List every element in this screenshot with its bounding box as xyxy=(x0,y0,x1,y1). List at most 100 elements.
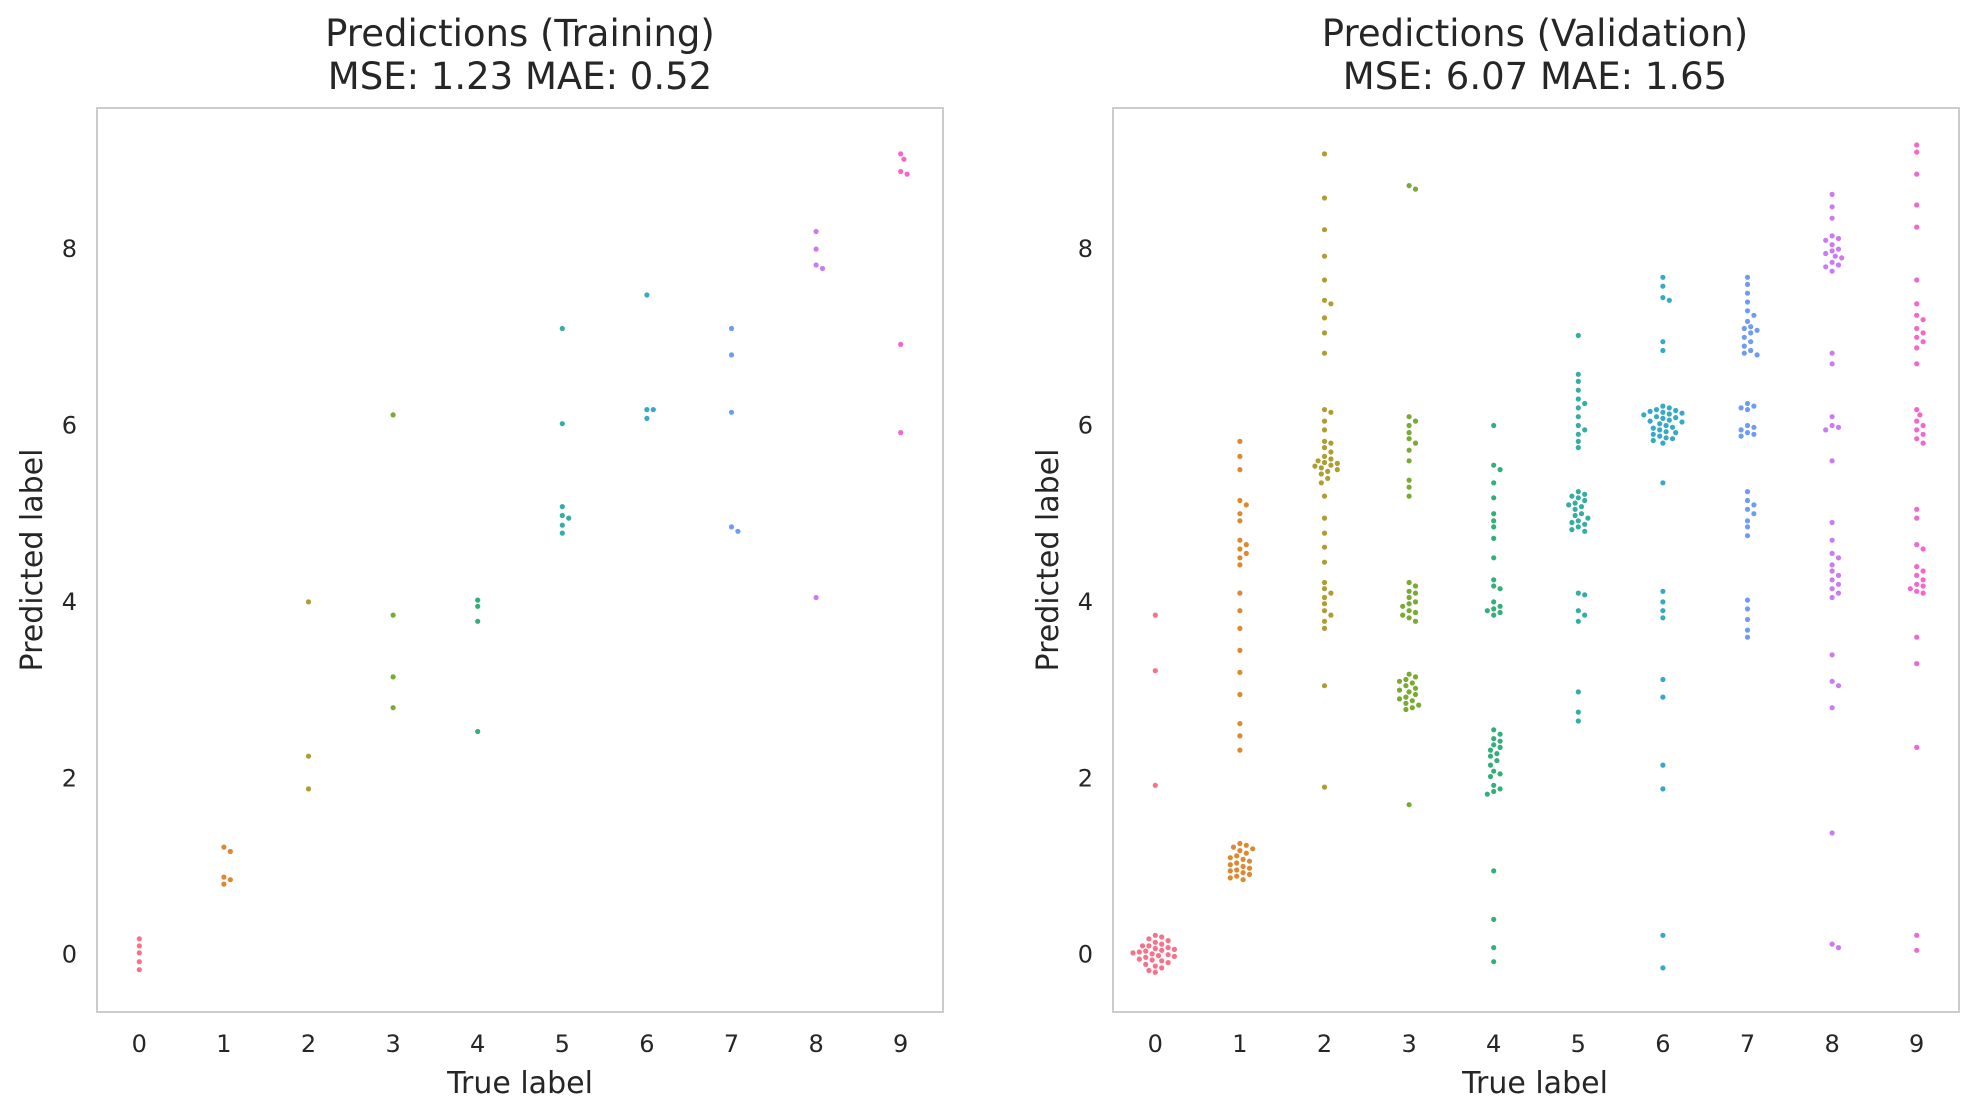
validation-data-point xyxy=(1754,352,1760,358)
validation-data-point xyxy=(1312,463,1318,469)
validation-x-tick-label: 3 xyxy=(1401,1030,1416,1058)
validation-data-point xyxy=(1835,590,1842,596)
training-y-tick-label: 8 xyxy=(62,235,77,263)
validation-data-point xyxy=(1823,427,1829,433)
validation-data-point xyxy=(1829,458,1835,464)
validation-data-point xyxy=(1321,418,1328,424)
validation-chart-title: Predictions (Validation) xyxy=(1322,12,1748,55)
validation-x-tick-label: 0 xyxy=(1148,1030,1163,1058)
validation-data-point xyxy=(1829,586,1835,592)
validation-data-point xyxy=(1829,519,1835,526)
validation-data-point xyxy=(1748,330,1754,336)
validation-data-point xyxy=(1243,550,1249,557)
validation-x-tick-label: 5 xyxy=(1571,1030,1586,1058)
training-data-point xyxy=(227,848,233,855)
validation-data-point xyxy=(1321,277,1328,283)
validation-data-point xyxy=(1491,606,1497,612)
training-y-tick-label: 4 xyxy=(62,588,77,616)
validation-data-point xyxy=(1829,191,1835,197)
validation-data-point xyxy=(1673,407,1679,414)
validation-data-point xyxy=(1914,224,1920,230)
validation-data-point xyxy=(1227,862,1233,868)
validation-data-point xyxy=(1582,521,1588,527)
validation-data-point xyxy=(1491,583,1497,589)
validation-x-tick-label: 4 xyxy=(1486,1030,1501,1058)
validation-data-point xyxy=(1829,830,1835,836)
training-x-tick-label: 6 xyxy=(639,1030,654,1058)
validation-data-point xyxy=(1917,412,1923,418)
validation-data-point xyxy=(1136,949,1142,955)
validation-data-point xyxy=(1321,493,1328,499)
validation-data-point xyxy=(1237,691,1243,698)
training-data-point xyxy=(904,171,910,177)
validation-data-point xyxy=(1243,542,1249,548)
validation-y-tick-label: 0 xyxy=(1078,941,1093,969)
validation-data-point xyxy=(1914,932,1920,938)
validation-data-point xyxy=(1748,339,1754,345)
validation-data-point xyxy=(1575,524,1581,530)
validation-data-point xyxy=(1666,411,1672,417)
validation-data-point xyxy=(1829,233,1835,239)
training-tick-labels: 0 1 2 3 4 5 6 7 8 9 0 2 4 6 8 xyxy=(62,235,909,1058)
validation-data-point xyxy=(1829,259,1835,265)
training-data-point xyxy=(559,504,565,510)
validation-data-point xyxy=(1409,698,1415,704)
validation-data-point xyxy=(1325,468,1331,474)
validation-data-point xyxy=(1920,431,1926,437)
validation-data-point xyxy=(1835,424,1842,430)
validation-data-point xyxy=(1321,407,1328,413)
validation-data-point xyxy=(1829,215,1835,221)
validation-data-point xyxy=(1227,855,1233,861)
validation-data-point xyxy=(1575,378,1581,384)
validation-y-tick-label: 2 xyxy=(1078,764,1093,792)
training-data-point xyxy=(559,421,565,427)
validation-data-point xyxy=(1497,731,1503,737)
validation-data-point xyxy=(1666,297,1672,303)
validation-data-point xyxy=(1575,387,1581,393)
validation-data-point xyxy=(1146,936,1152,942)
validation-data-point xyxy=(1237,625,1243,632)
training-data-point xyxy=(475,618,481,624)
training-data-point xyxy=(813,246,819,252)
validation-data-point xyxy=(1325,475,1331,481)
validation-data-point xyxy=(1491,524,1497,530)
validation-data-point xyxy=(1412,599,1419,605)
training-data-point xyxy=(475,728,481,735)
validation-data-point xyxy=(1321,253,1328,259)
validation-data-point xyxy=(1406,608,1412,614)
validation-data-point xyxy=(1412,685,1419,691)
validation-data-point xyxy=(1237,453,1243,459)
validation-data-point xyxy=(1666,417,1672,423)
validation-data-point xyxy=(1152,612,1158,618)
validation-data-point xyxy=(1835,262,1842,268)
validation-data-point xyxy=(1835,555,1842,561)
training-x-tick-label: 9 xyxy=(893,1030,908,1058)
training-y-tick-label: 2 xyxy=(62,764,77,792)
validation-data-point xyxy=(1243,850,1249,856)
validation-data-point xyxy=(1751,424,1757,430)
validation-data-point xyxy=(1575,489,1581,495)
validation-data-point xyxy=(1406,689,1412,695)
validation-data-point xyxy=(1653,407,1660,413)
validation-data-point xyxy=(1835,572,1842,579)
validation-data-point xyxy=(1412,590,1419,596)
validation-data-point xyxy=(1572,512,1578,519)
validation-data-point xyxy=(1328,462,1334,468)
validation-data-point xyxy=(1829,594,1835,601)
validation-data-point xyxy=(1491,612,1497,618)
validation-x-tick-label: 1 xyxy=(1232,1030,1247,1058)
validation-x-tick-label: 6 xyxy=(1655,1030,1670,1058)
validation-data-point xyxy=(1744,524,1751,530)
validation-data-point xyxy=(1491,916,1497,923)
validation-data-point xyxy=(1406,477,1412,483)
validation-data-point xyxy=(1572,506,1578,512)
validation-data-point xyxy=(1491,742,1497,748)
validation-data-point xyxy=(1575,518,1581,524)
validation-data-point xyxy=(1829,678,1835,684)
validation-data-point xyxy=(1321,601,1328,607)
validation-data-point xyxy=(1406,601,1412,607)
validation-data-point xyxy=(1920,440,1926,446)
validation-data-point xyxy=(1491,959,1497,965)
validation-data-point xyxy=(1660,965,1666,971)
validation-data-point xyxy=(1497,609,1503,616)
